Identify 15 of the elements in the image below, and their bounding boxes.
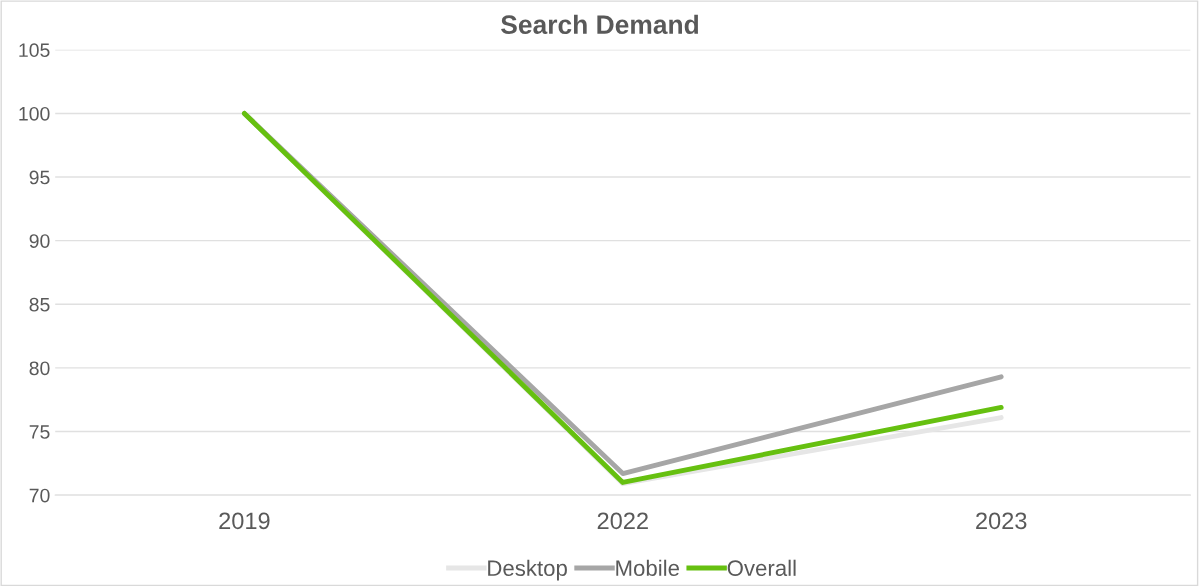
y-tick-label: 105 (19, 43, 50, 58)
legend-label: Mobile (616, 559, 679, 577)
y-tick-label: 75 (29, 425, 50, 439)
y-tick-label: 95 (29, 170, 50, 185)
y-tick-label: 85 (29, 297, 50, 312)
chart-title: Search Demand (501, 14, 698, 35)
x-tick-label: 2022 (597, 512, 648, 530)
legend-label: Overall (727, 559, 796, 577)
y-tick-label: 90 (29, 234, 50, 248)
legend-label: Desktop (488, 559, 567, 581)
y-tick-label: 100 (19, 106, 50, 121)
x-tick-label: 2023 (976, 512, 1027, 530)
y-tick-label: 80 (29, 361, 50, 376)
x-tick-label: 2019 (219, 512, 270, 530)
y-tick-label: 70 (29, 488, 50, 503)
